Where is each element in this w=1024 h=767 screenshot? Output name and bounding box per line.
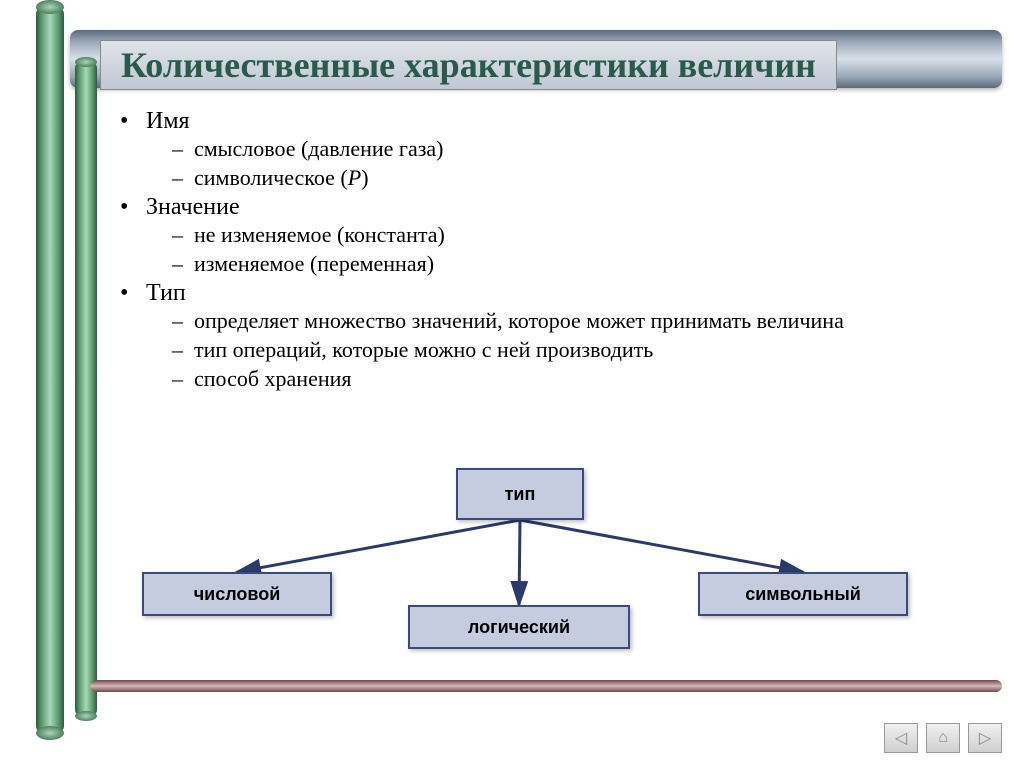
diagram-node-right: символьный bbox=[698, 572, 908, 616]
sub-list-item: смысловое (давление газа) bbox=[172, 135, 984, 164]
nav-buttons: ◁ ⌂ ▷ bbox=[884, 723, 1002, 753]
nav-home-button[interactable]: ⌂ bbox=[926, 723, 960, 753]
list-item-label: Значение bbox=[146, 194, 240, 220]
diagram-node-mid: логический bbox=[408, 605, 630, 649]
sub-list: определяет множество значений, которое м… bbox=[172, 307, 984, 393]
list-item: Значениене изменяемое (константа)изменяе… bbox=[120, 194, 984, 278]
sub-list-item: символическое (P) bbox=[172, 164, 984, 193]
title-box: Количественные характеристики величин bbox=[100, 40, 837, 90]
list-item: Имясмысловое (давление газа)символическо… bbox=[120, 108, 984, 192]
content-area: Имясмысловое (давление газа)символическо… bbox=[120, 108, 984, 395]
list-item-label: Имя bbox=[146, 108, 190, 134]
left-cylinder-outer bbox=[36, 4, 64, 736]
sub-list-item: тип операций, которые можно с ней произв… bbox=[172, 336, 984, 365]
sub-list: смысловое (давление газа)символическое (… bbox=[172, 135, 984, 192]
page-title: Количественные характеристики величин bbox=[121, 44, 816, 86]
sub-list-item: не изменяемое (константа) bbox=[172, 221, 984, 250]
sub-list: не изменяемое (константа)изменяемое (пер… bbox=[172, 221, 984, 278]
bottom-bar bbox=[90, 680, 1002, 692]
diagram-node-root: тип bbox=[456, 468, 584, 520]
type-diagram: тип числовой логический символьный bbox=[110, 468, 930, 658]
diagram-node-left: числовой bbox=[142, 572, 332, 616]
nav-prev-button[interactable]: ◁ bbox=[884, 723, 918, 753]
list-item: Типопределяет множество значений, которо… bbox=[120, 280, 984, 393]
nav-next-button[interactable]: ▷ bbox=[968, 723, 1002, 753]
sub-list-item: определяет множество значений, которое м… bbox=[172, 307, 984, 336]
sub-list-item: способ хранения bbox=[172, 365, 984, 394]
left-cylinder-inner bbox=[75, 60, 97, 718]
sub-list-item: изменяемое (переменная) bbox=[172, 250, 984, 279]
list-item-label: Тип bbox=[146, 280, 186, 306]
bullet-list: Имясмысловое (давление газа)символическо… bbox=[120, 108, 984, 393]
